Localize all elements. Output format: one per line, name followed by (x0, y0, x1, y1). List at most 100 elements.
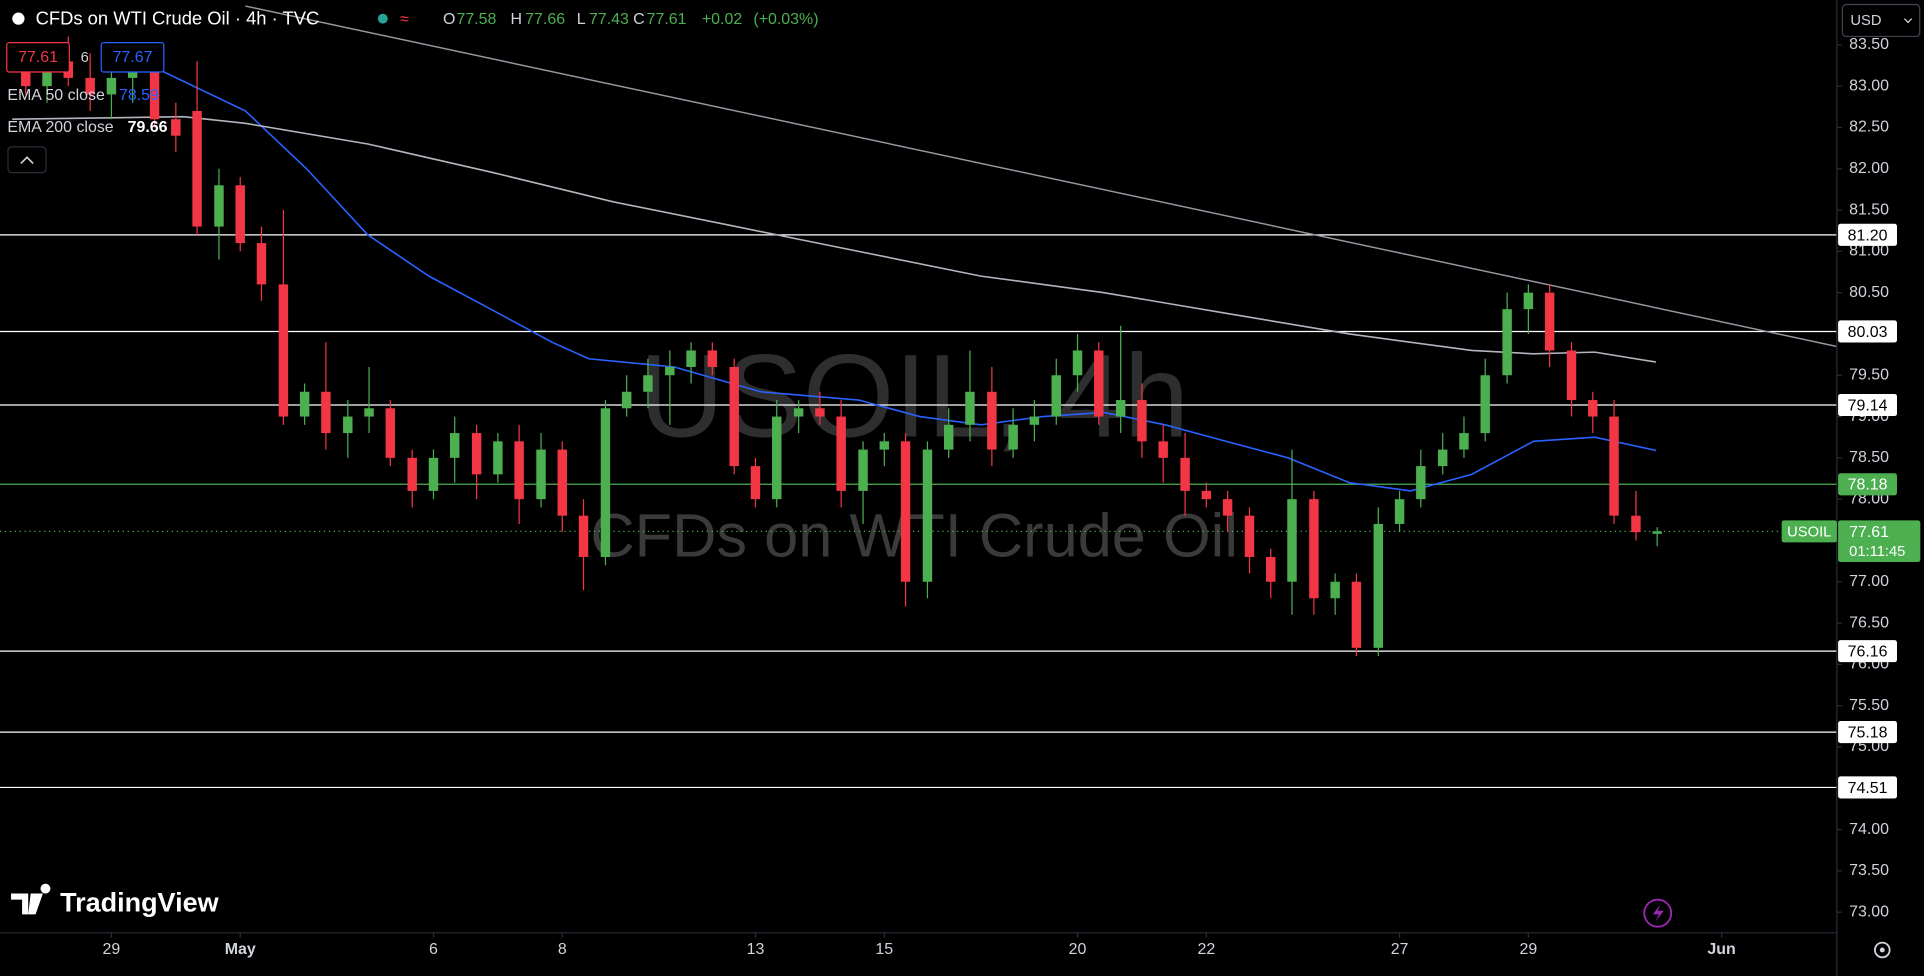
candle-body (643, 375, 653, 392)
candle-body (428, 457, 439, 491)
settings-icon (1879, 947, 1885, 953)
ohlc-letter: C (633, 11, 645, 28)
sell-button[interactable] (6, 41, 70, 73)
candle-body (729, 366, 739, 467)
level-label: 81.20 (1848, 227, 1888, 244)
y-tick-label: 75.50 (1849, 697, 1889, 714)
level-label-bg (1838, 223, 1898, 246)
y-tick-label: 74.00 (1849, 821, 1889, 838)
level-label-bg (1838, 320, 1898, 343)
x-tick-label: 22 (1197, 941, 1215, 958)
level-label-bg (1838, 393, 1898, 417)
candle-body (1437, 449, 1448, 467)
candle-body (1588, 400, 1598, 417)
candle-body (1094, 350, 1104, 417)
spread: 6 (81, 50, 89, 66)
candle-body (235, 185, 245, 244)
symbol-tag: USOIL (1787, 524, 1831, 540)
y-tick-label: 82.00 (1849, 160, 1889, 177)
candle-body (836, 416, 846, 491)
buy-button[interactable] (100, 41, 165, 73)
level-label-bg (1838, 473, 1898, 496)
x-tick-label: 27 (1391, 941, 1409, 958)
candle-body (772, 416, 782, 500)
candle-body (1266, 556, 1276, 582)
last-price-label: 77.61 (1849, 524, 1889, 541)
currency-label[interactable]: USD (1850, 13, 1881, 29)
y-tick-label: 77.00 (1849, 573, 1889, 590)
plot-area (0, 5, 1837, 789)
candle-body (127, 69, 138, 78)
ohlc-value: 77.58 (456, 11, 496, 28)
candle-body (1072, 350, 1083, 376)
watermark-subtitle: CFDs on WTI Crude Oil (590, 501, 1238, 570)
candle-body (943, 424, 954, 450)
brand-name: TradingView (60, 888, 219, 918)
level-label: 75.18 (1848, 725, 1888, 742)
y-tick-label: 73.50 (1849, 862, 1889, 879)
settings-button[interactable] (1873, 941, 1891, 959)
y-tick-label: 80.50 (1849, 284, 1889, 301)
sell-price[interactable]: 77.61 (18, 49, 58, 66)
y-tick-label: 83.50 (1849, 36, 1889, 53)
candle-body (1029, 416, 1040, 425)
candle-body (1287, 499, 1297, 582)
y-tick-label: 78.50 (1849, 449, 1889, 466)
candle-body (1544, 292, 1555, 351)
y-tick-label: 81.00 (1849, 243, 1889, 260)
candle-body (1158, 441, 1168, 458)
level-label: 74.51 (1848, 780, 1888, 797)
x-tick-label: May (225, 941, 256, 958)
candle-body (965, 391, 975, 425)
symbol-tag-bg (1781, 520, 1837, 543)
level-label-bg (1838, 776, 1898, 799)
candle-body (385, 408, 396, 458)
ohlc-value: 77.43 (589, 11, 629, 28)
candle-body (1222, 499, 1233, 516)
candle-body (449, 433, 460, 458)
candle-body (1008, 424, 1018, 450)
candle-body (85, 77, 95, 95)
candle-body (1523, 292, 1534, 310)
x-tick-label: 8 (558, 941, 567, 958)
candle-body (1244, 515, 1255, 557)
trendline (245, 5, 1837, 348)
candle-body (987, 391, 997, 450)
alerts-button[interactable] (1643, 898, 1673, 928)
indicator-name[interactable]: EMA 200 close (7, 119, 113, 136)
y-tick-label: 81.50 (1849, 201, 1889, 218)
x-tick-label: 15 (875, 941, 893, 958)
x-tick-label: 6 (429, 941, 438, 958)
candle-body (750, 466, 761, 500)
level-label: 79.14 (1848, 397, 1888, 414)
ohlc-letter: L (577, 11, 586, 28)
y-tick-label: 73.00 (1849, 903, 1889, 920)
collapse-button[interactable] (7, 146, 47, 174)
candle-body (600, 408, 611, 557)
candle-body (514, 441, 524, 500)
ohlc-letter: O (443, 11, 455, 28)
y-tick-label: 82.50 (1849, 119, 1889, 136)
indicator-value: 79.66 (128, 119, 168, 136)
ohlc-value: 77.66 (525, 11, 565, 28)
candle-body (815, 408, 825, 417)
currency-select[interactable] (1841, 3, 1921, 38)
candle-body (299, 391, 310, 417)
candle-body (1051, 375, 1061, 417)
ohlc-value: 77.61 (647, 11, 687, 28)
indicator-name[interactable]: EMA 50 close (7, 87, 105, 104)
currency-caret (1903, 18, 1913, 24)
candle-body (278, 284, 289, 417)
data-status-icon: ≈ (400, 11, 409, 28)
candle-body (1201, 490, 1212, 500)
candle-body (578, 515, 589, 557)
buy-price[interactable]: 77.67 (113, 49, 153, 66)
candle-body (493, 441, 503, 475)
x-tick-label: 29 (103, 941, 121, 958)
candle-body (1609, 416, 1619, 516)
candle-body (557, 449, 567, 516)
candle-body (900, 441, 911, 582)
